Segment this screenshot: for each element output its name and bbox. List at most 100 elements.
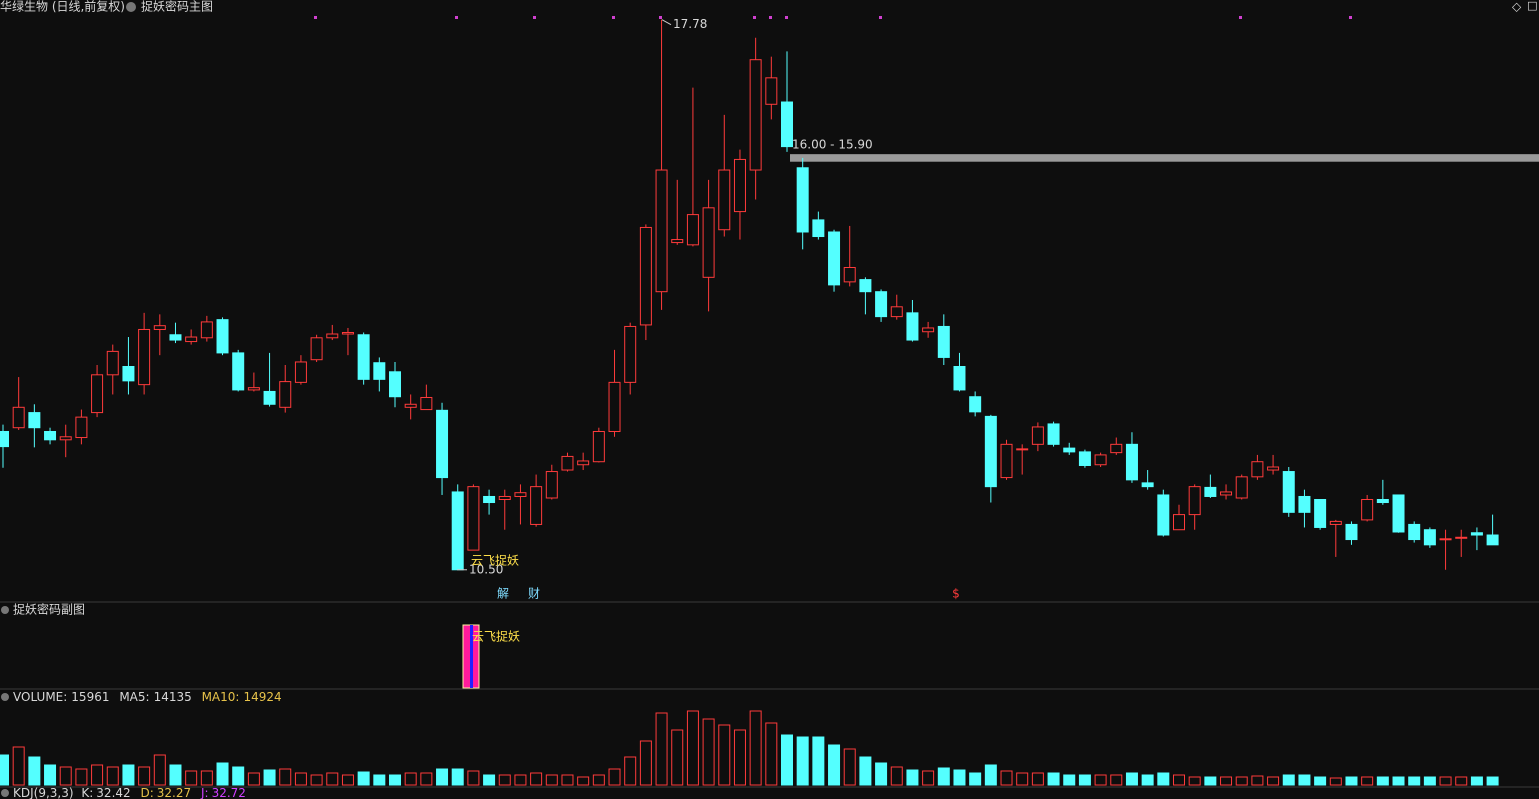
candle-body (1204, 486, 1217, 497)
candle-body (1220, 491, 1233, 496)
volume-bar (357, 771, 370, 786)
candle-body (718, 169, 731, 231)
volume-bar (702, 718, 715, 786)
candle-body (545, 471, 558, 499)
volume-bar (1235, 776, 1248, 786)
volume-bar (1392, 776, 1405, 786)
menu-icon[interactable] (1, 693, 9, 701)
volume-bar (389, 774, 401, 786)
candle-body (279, 381, 292, 408)
volume-bar (718, 724, 731, 786)
candle-body (294, 361, 307, 383)
high-arrow (661, 19, 672, 26)
volume-bar (138, 766, 151, 786)
label: 14135 (154, 690, 192, 704)
candle-body (467, 486, 480, 551)
candle-body (59, 436, 72, 441)
volume-bar (310, 774, 323, 786)
volume-bar (28, 756, 41, 786)
volume-bar (1094, 774, 1107, 786)
candle-body (122, 365, 135, 382)
candle-body (1345, 523, 1358, 541)
candle-body (436, 409, 449, 479)
candle-body (812, 219, 825, 238)
candle-body (561, 455, 574, 471)
menu-icon[interactable] (126, 2, 136, 12)
volume-bar (279, 768, 292, 786)
volume-bar (185, 770, 198, 786)
candle-body (1486, 534, 1499, 546)
volume-bar (577, 776, 590, 786)
volume-bar (1423, 776, 1436, 786)
event-marker: 财 (528, 587, 540, 601)
candle-body (1031, 426, 1044, 445)
stock-title: 华绿生物 (日线,前复权) (0, 0, 125, 14)
volume-bar (1345, 776, 1358, 786)
kdj-header: KDJ(9,3,3) K: 32.42 D: 32.27 J: 32.72 (13, 786, 246, 799)
volume-bar (639, 740, 652, 786)
candle-body (969, 396, 982, 413)
candle-body (702, 207, 715, 278)
volume-bar (781, 734, 793, 786)
volume-bar (733, 729, 746, 786)
volume-bar (1267, 776, 1280, 786)
sub-title: 捉妖密码副图 (13, 602, 85, 617)
candle-body (75, 416, 88, 439)
candle-body (216, 319, 229, 354)
volume-bar (843, 748, 856, 786)
candle-body (1063, 447, 1076, 453)
volume-bar (498, 774, 511, 786)
volume-bar (263, 769, 276, 786)
volume-bar (451, 768, 464, 786)
event-marker: 解 (497, 587, 509, 601)
volume-bar (561, 774, 574, 786)
label: K: (81, 786, 93, 799)
candle-body (0, 430, 9, 448)
candle-body (1282, 471, 1295, 513)
main-indicator[interactable]: 捉妖密码主图 (141, 0, 213, 14)
candle-body (91, 374, 104, 414)
volume-bar (1063, 774, 1076, 786)
volume-bar (122, 764, 135, 786)
candle-body (890, 306, 903, 318)
candle-body (169, 334, 182, 341)
volume-bar (216, 762, 229, 786)
candle-body (138, 328, 151, 386)
volume-bar (686, 710, 699, 786)
candle-body (1125, 443, 1138, 481)
icon[interactable]: ☐ (1527, 0, 1538, 14)
candle-body (12, 406, 25, 429)
volume-bar (1110, 774, 1123, 786)
label: 15961 (71, 690, 109, 704)
candle-body (843, 267, 856, 283)
label: KDJ(9,3,3) (13, 786, 74, 799)
candle-body (1314, 498, 1327, 528)
label: 32.42 (96, 786, 130, 799)
candle-body (1000, 443, 1013, 479)
icon[interactable]: ◇ (1512, 0, 1522, 14)
volume-bar (12, 746, 25, 786)
volume-bar (1439, 776, 1452, 786)
candle-body (153, 325, 166, 330)
candle-body (639, 226, 652, 326)
volume-bar (1376, 776, 1389, 786)
volume-bar (1314, 776, 1327, 786)
volume-bar (106, 766, 119, 786)
high-label: 17.78 (673, 17, 707, 31)
volume-bar (1282, 774, 1295, 786)
candle-body (232, 352, 245, 391)
volume-bar (828, 744, 841, 786)
candle-body (106, 350, 119, 376)
volume-bar (953, 769, 966, 786)
menu-icon[interactable] (1, 789, 9, 797)
candle-body (1016, 448, 1029, 451)
menu-icon[interactable] (1, 606, 9, 614)
candle-body (1455, 536, 1468, 539)
signal-text: 云飞捉妖 (472, 629, 520, 644)
candle-body (953, 365, 966, 391)
volume-bar (1016, 772, 1029, 786)
volume-bar (1031, 772, 1044, 786)
label: J: (200, 786, 209, 799)
candle-body (310, 337, 323, 361)
signal-bar (470, 625, 473, 688)
